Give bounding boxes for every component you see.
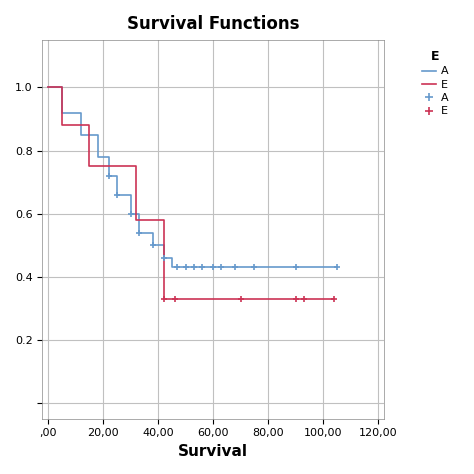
Legend: A, E, A, E: A, E, A, E (418, 46, 453, 121)
Title: Survival Functions: Survival Functions (127, 15, 300, 33)
X-axis label: Survival: Survival (178, 444, 248, 459)
